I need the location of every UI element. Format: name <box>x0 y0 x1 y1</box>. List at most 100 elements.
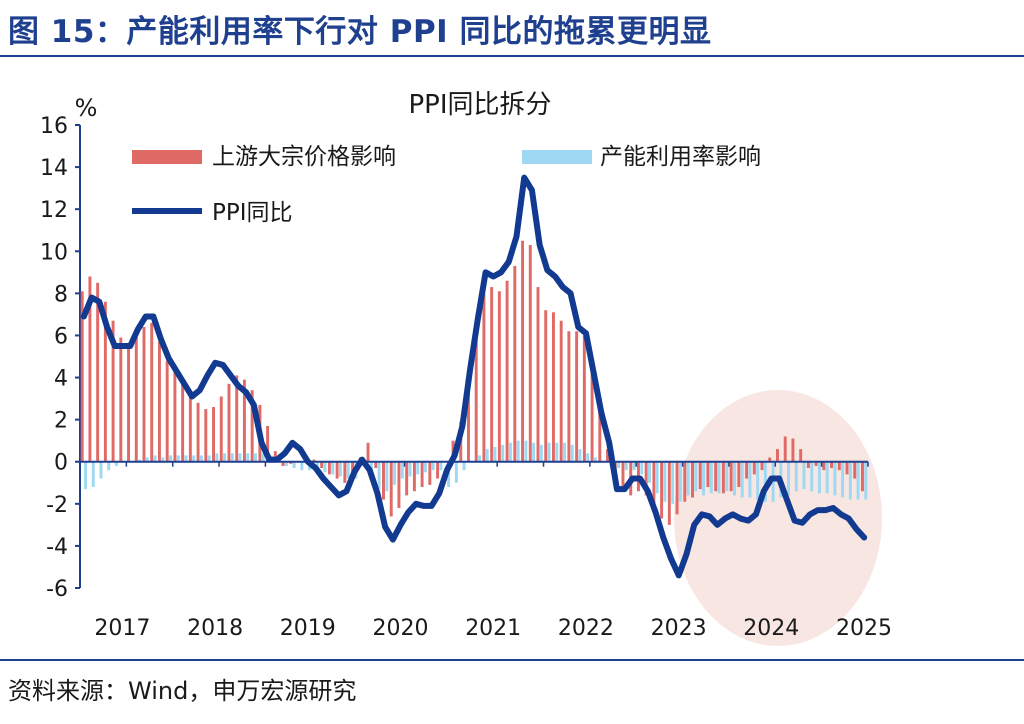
bar-capacity <box>261 453 265 462</box>
bar-capacity <box>169 455 172 462</box>
bar-commodity <box>482 293 486 462</box>
bar-commodity <box>706 461 710 487</box>
bar-capacity <box>802 461 806 490</box>
bar-commodity <box>196 402 200 462</box>
bar-capacity <box>254 453 257 462</box>
bar-commodity <box>266 425 270 462</box>
bar-commodity <box>335 461 339 479</box>
bar-capacity <box>153 455 157 462</box>
bar-commodity <box>806 461 810 469</box>
bar-commodity <box>752 461 756 475</box>
bar-capacity <box>570 444 574 462</box>
bar-commodity <box>405 461 409 496</box>
bar-capacity <box>485 449 489 462</box>
bar-capacity <box>493 447 497 462</box>
bar-commodity <box>776 449 779 462</box>
bar-commodity <box>691 461 694 498</box>
bar-commodity <box>227 383 231 462</box>
x-tick-label: 2018 <box>187 616 243 641</box>
bar-commodity <box>273 451 277 462</box>
bar-commodity <box>320 461 324 469</box>
bar-commodity <box>698 461 702 490</box>
bar-commodity <box>729 461 733 492</box>
bar-commodity <box>513 266 517 462</box>
y-tick-label: 8 <box>54 282 68 307</box>
bar-commodity <box>683 461 687 502</box>
ppi-line <box>80 174 868 579</box>
bar-commodity <box>644 461 648 496</box>
legend: 上游大宗价格影响 产能利用率影响 PPI同比 <box>132 144 761 226</box>
bar-commodity <box>88 276 92 462</box>
bar-commodity <box>165 360 169 462</box>
bar-capacity <box>184 455 188 462</box>
bar-capacity <box>856 461 860 500</box>
x-tick-label: 2019 <box>280 616 336 641</box>
bar-capacity <box>563 442 566 462</box>
bar-commodity <box>791 438 795 462</box>
highlight-ellipse <box>674 390 882 646</box>
bar-commodity <box>799 449 803 462</box>
bar-commodity <box>721 461 725 494</box>
bar-commodity <box>760 461 764 471</box>
bar-commodity <box>536 287 540 462</box>
y-tick-label: 6 <box>54 324 68 349</box>
bar-commodity <box>606 449 609 462</box>
y-tick-label: 4 <box>54 367 68 392</box>
footer-divider <box>0 659 1024 661</box>
bar-capacity <box>702 461 706 496</box>
bar-commodity <box>551 312 555 462</box>
bar-capacity <box>617 461 621 469</box>
ppi-decomposition-chart: PPI同比拆分 % 上游大宗价格影响 产能利用率影响 PPI同比 -6 -4 -2 0… <box>40 90 892 646</box>
bar-commodity <box>103 301 107 462</box>
bar-capacity <box>524 440 528 462</box>
bar-commodity <box>235 375 239 462</box>
bar-capacity <box>810 461 814 492</box>
bar-commodity <box>714 461 718 492</box>
bar-capacity <box>454 461 458 483</box>
y-tick-label: 16 <box>40 114 68 139</box>
bar-capacity <box>733 461 736 496</box>
bar-capacity <box>694 461 698 492</box>
bar-commodity <box>157 341 161 462</box>
bar-capacity <box>107 461 111 471</box>
bar-capacity <box>478 455 481 462</box>
bar-capacity <box>586 453 590 462</box>
bar-capacity <box>717 461 721 494</box>
bar-commodity <box>621 461 625 492</box>
bar-capacity <box>593 457 597 462</box>
bar-commodity <box>80 291 84 462</box>
bar-capacity <box>230 453 234 462</box>
bar-commodity <box>830 461 834 469</box>
bar-capacity <box>207 455 211 462</box>
figure-title: 图 15：产能利用率下行对 PPI 同比的拖累更明显 <box>8 14 712 50</box>
y-tick-label: -4 <box>46 535 68 560</box>
bar-commodity <box>737 461 741 487</box>
bar-commodity <box>490 287 494 462</box>
bar-capacity <box>323 461 327 473</box>
bar-capacity <box>145 457 149 462</box>
bar-commodity <box>861 461 864 492</box>
bar-capacity <box>508 442 512 462</box>
bar-capacity <box>408 461 412 477</box>
bar-commodity <box>382 461 385 500</box>
bar-commodity <box>389 461 393 517</box>
bar-capacity <box>138 459 142 462</box>
bar-capacity <box>841 461 845 498</box>
bar-commodity <box>343 461 347 483</box>
bar-capacity <box>84 461 87 490</box>
bar-commodity <box>374 461 378 469</box>
bar-commodity <box>204 409 208 462</box>
bar-capacity <box>794 461 798 492</box>
bar-commodity <box>327 461 331 475</box>
bar-capacity <box>864 461 868 500</box>
bar-capacity <box>431 461 435 471</box>
bar-commodity <box>219 396 223 462</box>
bar-commodity <box>590 360 594 462</box>
bar-capacity <box>663 461 667 502</box>
legend-label-commodity: 上游大宗价格影响 <box>212 144 396 170</box>
bar-capacity <box>555 442 559 462</box>
chart-title: PPI同比拆分 <box>408 90 551 120</box>
bar-capacity <box>292 461 296 469</box>
bar-commodity <box>837 461 841 471</box>
y-tick-label: 10 <box>40 240 68 265</box>
